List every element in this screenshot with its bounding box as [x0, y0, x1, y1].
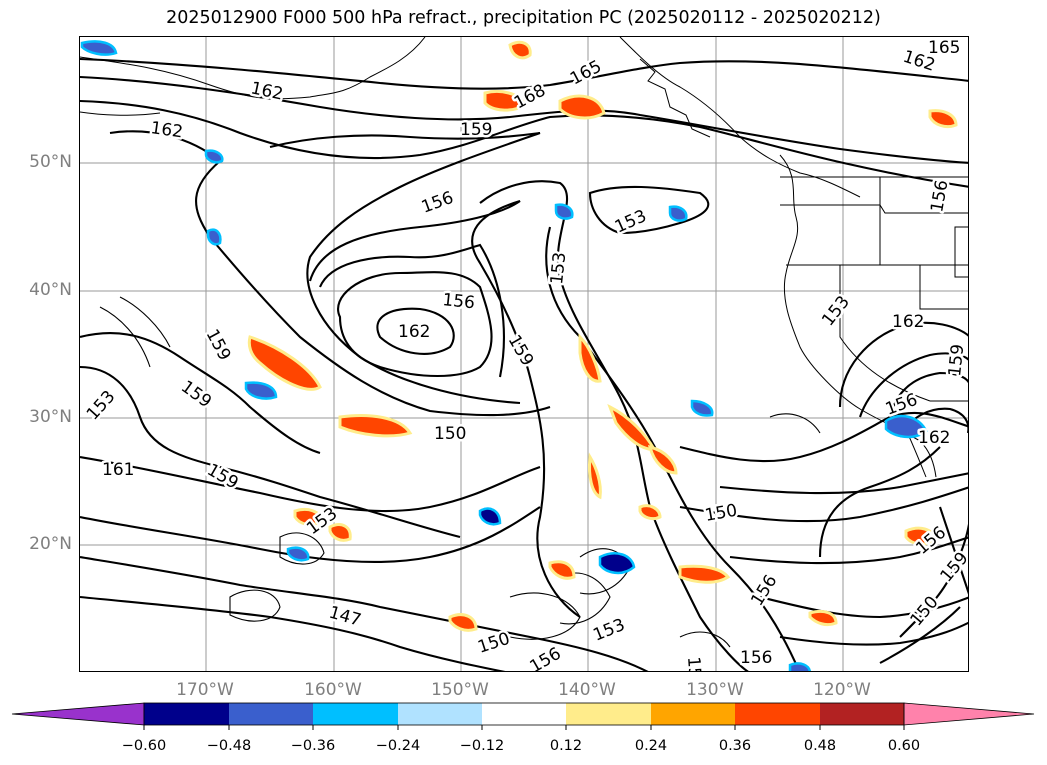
contour-label: 162	[892, 312, 924, 332]
contour-label: 156	[883, 390, 920, 420]
colorbar-max-extension	[903, 702, 1035, 726]
colorbar-segment	[651, 703, 735, 725]
colorbar-segment	[735, 703, 820, 725]
colorbar-tick-label: 0.60	[887, 738, 921, 754]
contour-label: 162	[149, 118, 184, 142]
lon-label-140w: 140°W	[558, 680, 616, 700]
contour-label: 150	[703, 501, 738, 526]
contour-label: 156	[683, 656, 705, 672]
colorbar-min-extension	[11, 702, 145, 726]
colorbar-tick-label: 0.24	[634, 738, 668, 754]
contour-label: 162	[249, 78, 285, 104]
map-title: 2025012900 F000 500 hPa refract., precip…	[166, 8, 881, 28]
contour-label: 159	[945, 343, 968, 377]
contour-label: 159	[504, 332, 538, 370]
lon-label-130w: 130°W	[686, 680, 744, 700]
lon-label-150w: 150°W	[431, 680, 489, 700]
contour-label: 153	[818, 292, 854, 330]
contour-label: 156	[441, 290, 475, 313]
contour-label: 153	[83, 387, 120, 424]
colorbar-tick-label: −0.36	[290, 738, 336, 754]
contour-label: 156	[747, 572, 781, 610]
contour-label: 162	[918, 428, 950, 448]
lat-label-20n: 20°N	[29, 534, 72, 554]
colorbar-tick-label: −0.60	[121, 738, 167, 754]
contour-label: 150	[434, 424, 466, 444]
contour-label: 156	[740, 648, 772, 668]
contour-label: 159	[202, 326, 235, 364]
colorbar-segment	[482, 703, 566, 725]
map-panel: 165 162 168 165 162 162 159 156 153 156 …	[79, 36, 969, 672]
colorbar-segment	[313, 703, 398, 725]
lon-label-120w: 120°W	[813, 680, 871, 700]
contour-label: 153	[590, 615, 628, 646]
colorbar-segment	[229, 703, 313, 725]
lat-label-40n: 40°N	[29, 280, 72, 300]
colorbar-segment	[820, 703, 904, 725]
contour-lines	[80, 57, 968, 671]
precip-positive	[247, 40, 958, 632]
graticule	[80, 37, 968, 671]
contour-label: 156	[927, 178, 952, 213]
contour-label: 156	[527, 644, 565, 672]
contour-label: 165	[567, 57, 605, 90]
contour-labels: 165 162 168 165 162 162 159 156 153 156 …	[80, 37, 968, 672]
fine-contours	[99, 296, 821, 648]
lat-label-50n: 50°N	[29, 152, 72, 172]
precip-negative	[80, 40, 928, 671]
colorbar-tick-label: 0.48	[803, 738, 837, 754]
colorbar-tick-label: 0.36	[718, 738, 752, 754]
map-canvas: 165 162 168 165 162 162 159 156 153 156 …	[80, 37, 968, 672]
contour-label: 162	[398, 322, 430, 342]
colorbar	[11, 702, 1035, 730]
colorbar-tick-label: −0.12	[459, 738, 505, 754]
contour-label: 159	[177, 377, 215, 412]
lon-label-160w: 160°W	[304, 680, 362, 700]
colorbar-segment	[398, 703, 482, 725]
contour-label: 147	[327, 603, 364, 631]
contour-label: 150	[475, 629, 512, 658]
contour-label: 156	[419, 188, 456, 218]
colorbar-tick-label: −0.48	[206, 738, 252, 754]
contour-label: 161	[102, 460, 134, 480]
colorbar-tick-label: 0.12	[549, 738, 583, 754]
lat-label-30n: 30°N	[29, 407, 72, 427]
lon-label-170w: 170°W	[176, 680, 234, 700]
contour-label: 159	[460, 120, 492, 140]
colorbar-tick-label: −0.24	[375, 738, 421, 754]
colorbar-segment	[566, 703, 651, 725]
colorbar-segment	[144, 703, 229, 725]
contour-label: 153	[547, 251, 570, 285]
contour-label: 165	[928, 38, 960, 58]
